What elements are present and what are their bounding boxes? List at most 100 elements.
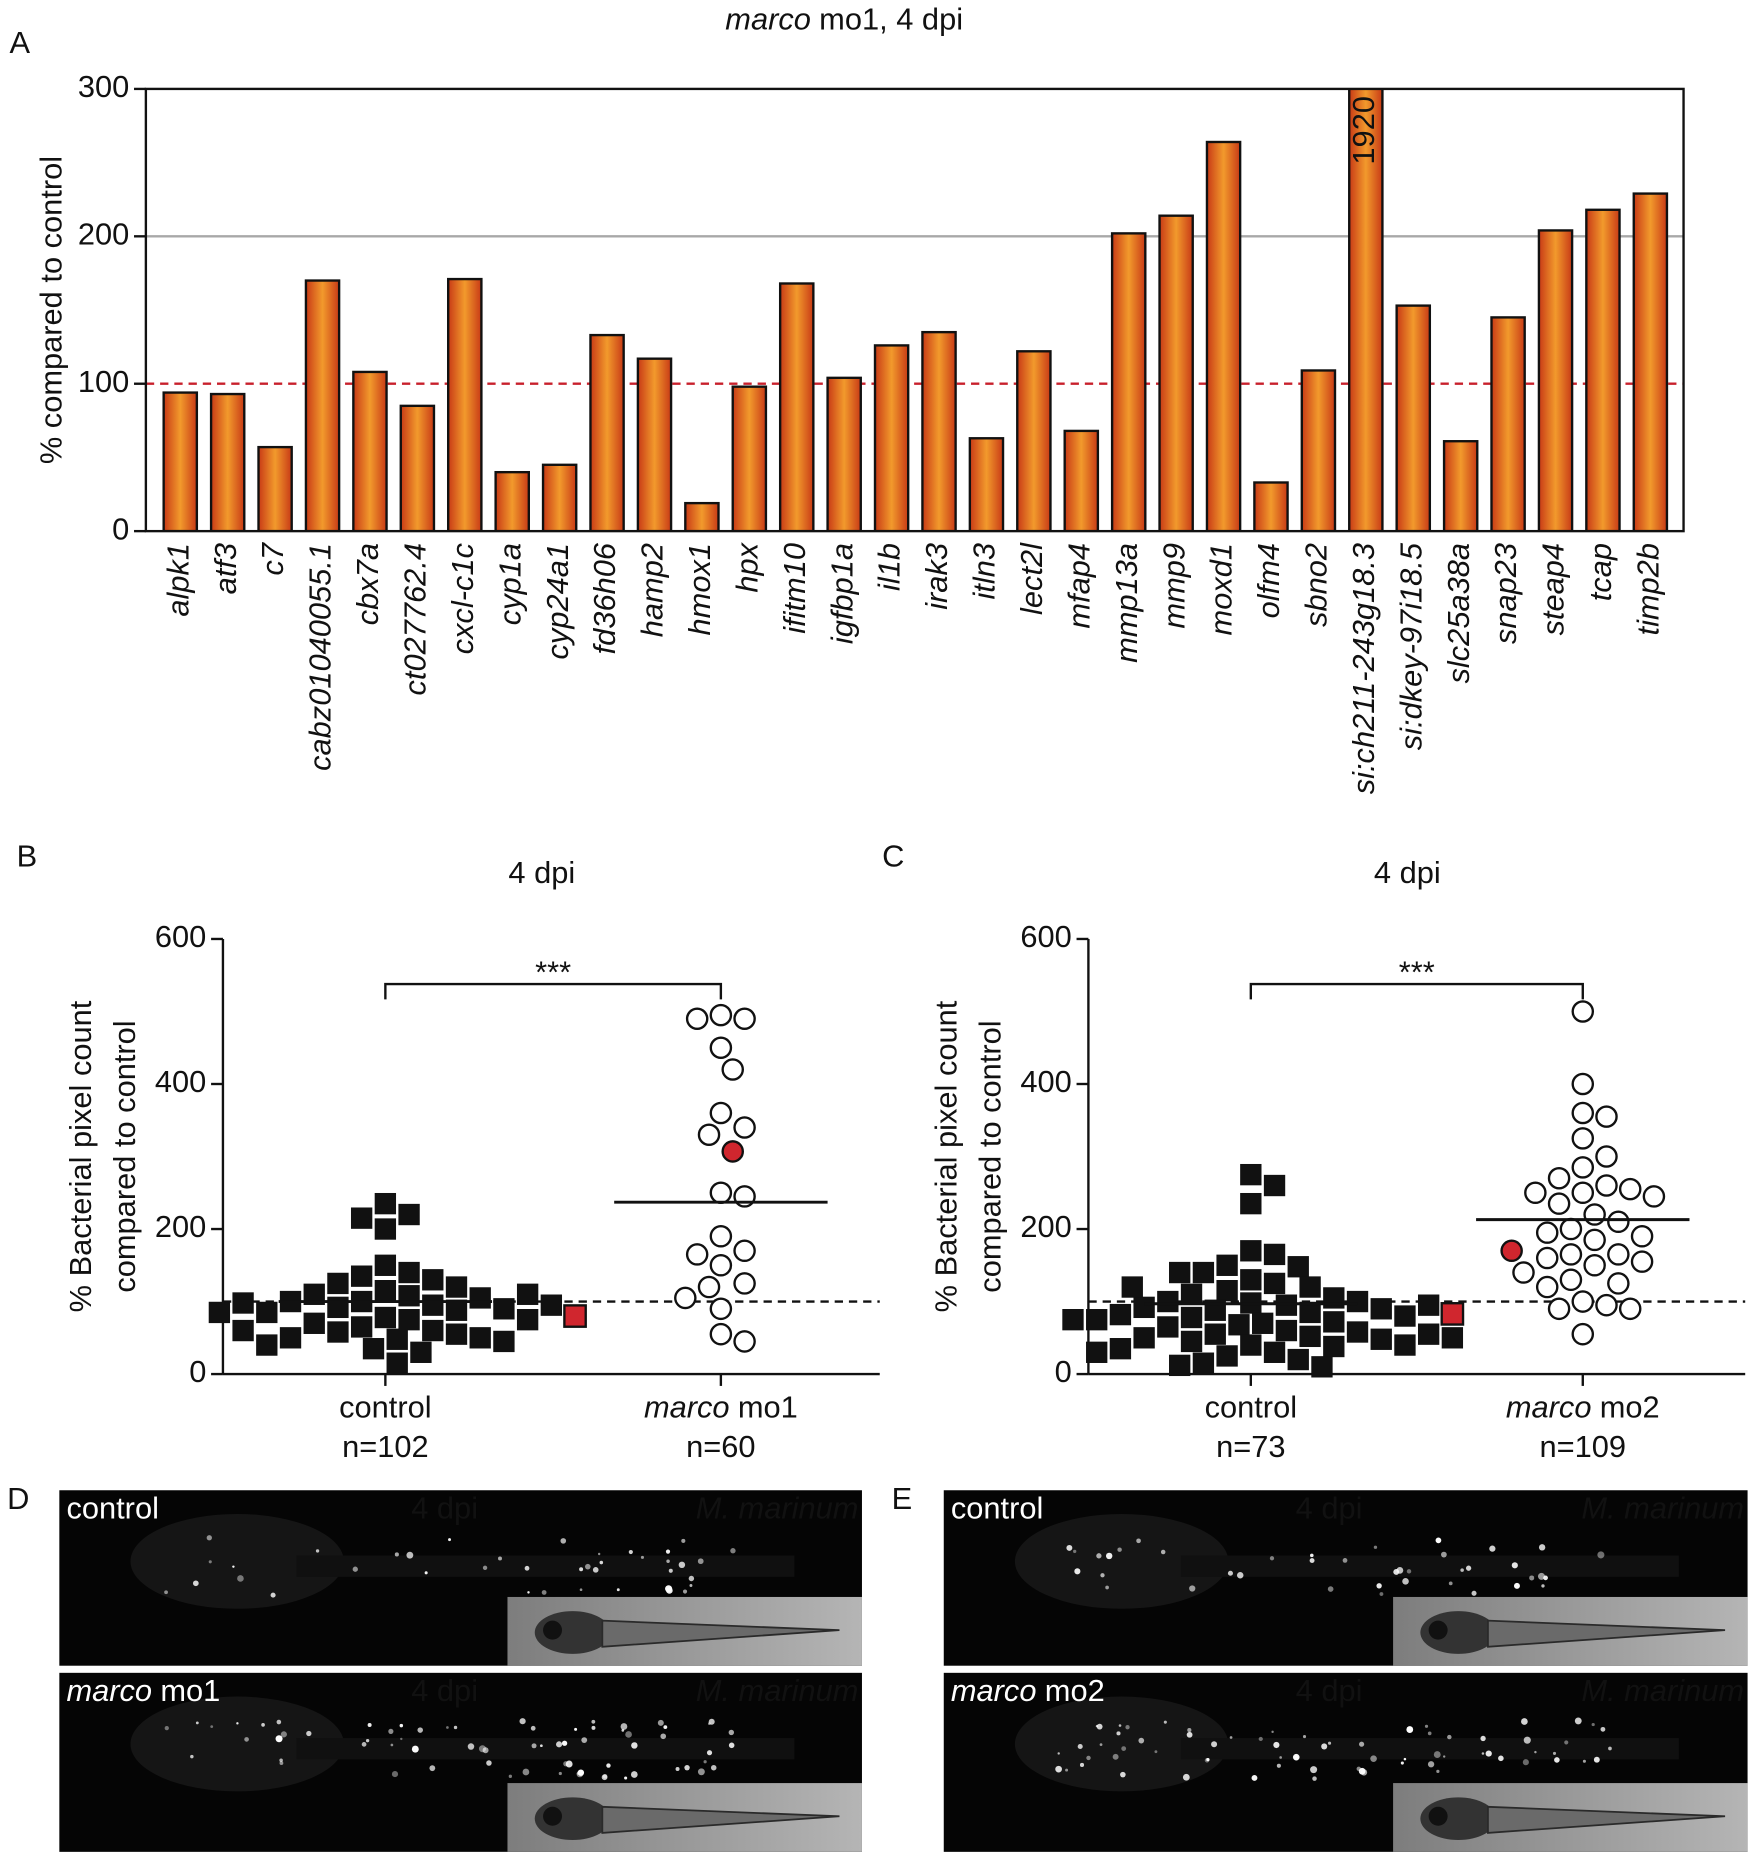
y-axis-label: % Bacterial pixel count [929, 1000, 964, 1312]
bacteria-speck [1448, 1581, 1453, 1586]
condition-label: marco mo2 [951, 1673, 1105, 1708]
bacteria-speck [279, 1758, 283, 1763]
data-point [697, 1123, 721, 1147]
bar [447, 277, 483, 532]
significance-bracket [384, 982, 723, 1000]
data-point [1607, 1272, 1630, 1295]
bacteria-speck [1600, 1726, 1606, 1732]
bacteria-speck [365, 1739, 370, 1743]
data-point [1299, 1325, 1321, 1348]
y-tick-label: 0 [189, 1354, 206, 1389]
bacteria-speck [315, 1549, 320, 1553]
data-point [1559, 1268, 1583, 1292]
data-point [709, 1003, 733, 1027]
bacteria-speck [411, 1745, 419, 1753]
data-point [1346, 1290, 1369, 1313]
bacteria-speck [1099, 1743, 1103, 1747]
data-point [1192, 1261, 1215, 1284]
bar [257, 445, 293, 532]
bar [873, 344, 910, 532]
bacteria-speck [424, 1571, 428, 1575]
data-point [374, 1218, 397, 1240]
bacteria-speck [453, 1725, 458, 1730]
data-point [1394, 1305, 1416, 1327]
x-tick-label-italic: marco [644, 1390, 730, 1425]
bacteria-speck [527, 1591, 530, 1594]
highlight-point [1440, 1302, 1465, 1326]
data-point [1086, 1341, 1108, 1363]
x-tick-label: fd36h06 [587, 542, 622, 654]
condition-label-text: mo1 [160, 1673, 220, 1708]
highlight-point [1500, 1239, 1523, 1263]
bacteria-speck [1447, 1734, 1452, 1740]
x-tick-label: irak3 [919, 543, 954, 610]
bacteria-speck [1379, 1592, 1384, 1596]
x-tick-label: mmp13a [1109, 543, 1144, 663]
bacteria-speck [1136, 1538, 1141, 1544]
data-point [733, 1272, 756, 1295]
bacteria-speck [1121, 1746, 1127, 1752]
chart-title: 4 dpi [508, 855, 575, 890]
data-point [516, 1309, 539, 1331]
bacteria-speck [1424, 1724, 1429, 1728]
bacteria-speck [1442, 1755, 1446, 1758]
bacteria-speck [1529, 1575, 1535, 1581]
data-point [398, 1285, 420, 1307]
bacteria-speck [675, 1766, 680, 1771]
bacteria-speck [1118, 1724, 1122, 1727]
data-point [1595, 1293, 1618, 1317]
panel-label: D [7, 1481, 29, 1516]
larva-glow [1014, 1513, 1229, 1609]
bacteria-speck [1279, 1756, 1282, 1759]
bacteria-speck [665, 1585, 673, 1593]
bacteria-speck [190, 1754, 194, 1759]
bacteria-speck [192, 1580, 199, 1587]
bacteria-speck [1393, 1568, 1400, 1575]
data-point [1192, 1352, 1215, 1374]
bacteria-speck [1402, 1578, 1409, 1585]
bar [1490, 316, 1526, 532]
data-point [1583, 1228, 1606, 1252]
data-point [1583, 1203, 1606, 1226]
bacteria-speck [1211, 1741, 1218, 1748]
bar [1632, 192, 1669, 532]
data-point [709, 1254, 733, 1277]
data-point [208, 1301, 231, 1324]
x-tick-label: sbno2 [1299, 543, 1334, 627]
larva-tail [601, 1619, 840, 1648]
data-point [374, 1306, 397, 1329]
bacteria-speck [237, 1575, 244, 1582]
data-point [1535, 1275, 1559, 1299]
bacteria-speck [352, 1566, 358, 1572]
bacteria-speck [1522, 1759, 1529, 1766]
condition-label: control [66, 1491, 158, 1526]
bacteria-speck [576, 1770, 584, 1778]
data-point [1263, 1174, 1286, 1197]
bacteria-speck [1077, 1743, 1083, 1750]
x-tick-label: cyp24a1 [540, 543, 575, 660]
x-tick-label: cxcl-c1c [445, 542, 480, 654]
bacteria-speck [565, 1760, 573, 1768]
x-tick-label: steap4 [1536, 543, 1571, 636]
bacteria-speck [606, 1763, 611, 1768]
bar [1110, 232, 1147, 532]
bacteria-speck [678, 1561, 686, 1569]
bacteria-speck [1358, 1767, 1366, 1775]
bacteria-speck [1206, 1758, 1210, 1762]
bacteria-speck [684, 1764, 690, 1771]
condition-label: control [951, 1491, 1043, 1526]
x-tick-label: ct027762.4 [398, 543, 433, 695]
data-point [1169, 1261, 1191, 1284]
bacteria-speck [561, 1740, 568, 1746]
data-point [303, 1312, 325, 1334]
data-point [1571, 1290, 1595, 1313]
bacteria-speck [164, 1725, 169, 1731]
bacteria-speck [1055, 1765, 1062, 1773]
bacteria-speck [388, 1728, 394, 1734]
bar [1158, 214, 1194, 532]
bacteria-speck [1465, 1565, 1472, 1571]
bacteria-speck [682, 1589, 688, 1594]
condition-label-italic: marco [951, 1673, 1037, 1708]
panel-label: A [10, 25, 31, 60]
data-point [540, 1294, 563, 1316]
